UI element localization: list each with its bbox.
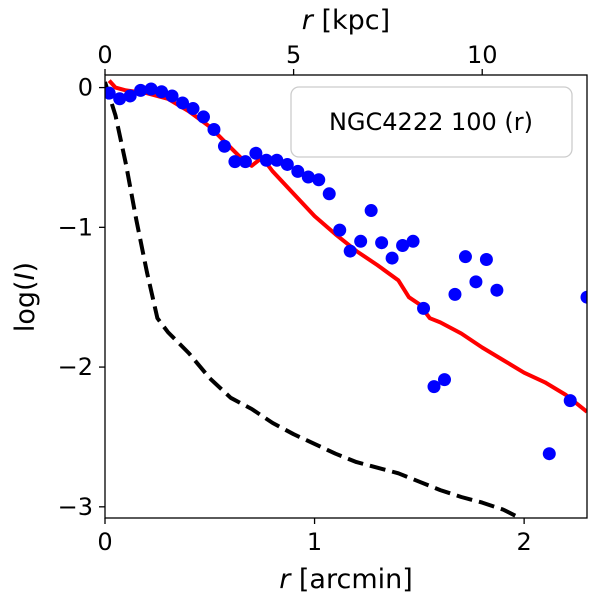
data-point [427, 380, 441, 394]
data-point [364, 204, 378, 218]
data-point [312, 173, 326, 187]
data-point [458, 250, 472, 264]
data-point [417, 301, 431, 315]
psf-line [105, 81, 521, 518]
data-point [354, 234, 368, 248]
data-point [270, 153, 284, 167]
top-tick-label: 10 [467, 41, 498, 69]
data-point [490, 283, 504, 297]
top-tick-label: 0 [97, 41, 112, 69]
y-axis-label: log(I) [10, 262, 41, 332]
x-axis-label-var: r [279, 564, 292, 595]
data-point [375, 236, 389, 250]
data-point [333, 223, 347, 237]
data-point [396, 238, 410, 252]
legend: NGC4222 100 (r) [290, 86, 573, 158]
data-point [479, 252, 493, 266]
top-axis-label-unit: [kpc] [313, 5, 390, 36]
y-axis-label-post: ) [10, 262, 41, 273]
data-point [155, 85, 169, 99]
data-point [580, 290, 587, 304]
data-point [186, 102, 200, 116]
data-point [322, 187, 336, 201]
y-axis-label-var: I [10, 272, 41, 280]
plot-area [105, 79, 587, 518]
data-point [228, 155, 242, 169]
data-point [249, 146, 263, 160]
data-point [301, 170, 315, 184]
data-point [196, 110, 210, 124]
data-point [217, 139, 231, 153]
y-tick-label: 0 [78, 74, 93, 102]
data-point [123, 89, 137, 103]
data-point [113, 92, 127, 106]
data-point [406, 234, 420, 248]
data-point [343, 244, 357, 258]
data-point [207, 123, 221, 137]
top-tick-label: 5 [286, 41, 301, 69]
data-point [280, 157, 294, 171]
x-tick-label: 1 [307, 528, 322, 556]
data-point [165, 89, 179, 103]
data-point [134, 83, 148, 97]
data-point [176, 96, 190, 110]
x-tick-label: 0 [97, 528, 112, 556]
data-point [144, 82, 158, 96]
legend-label: NGC4222 100 (r) [329, 108, 533, 136]
x-axis-label-unit: [arcmin] [290, 564, 412, 595]
y-axis-label-pre: log( [10, 280, 41, 332]
data-point [563, 394, 577, 408]
data-point [448, 287, 462, 301]
data-point [542, 447, 556, 461]
data-point [469, 275, 483, 289]
data-point [238, 155, 252, 169]
x-tick-label: 2 [516, 528, 531, 556]
data-point [105, 86, 116, 100]
y-tick-label: −1 [58, 213, 93, 241]
top-axis-label: r [kpc] [302, 5, 390, 36]
legend-box [290, 86, 573, 158]
axis-ticks: 0 1 20−1−2−30 5 10 [58, 41, 532, 556]
y-tick-label: −2 [58, 353, 93, 381]
data-point [437, 373, 451, 387]
data-point [291, 164, 305, 178]
data-point [259, 153, 273, 167]
y-tick-label: −3 [58, 493, 93, 521]
plot-frame [104, 74, 588, 519]
data-point [385, 251, 399, 265]
top-axis-label-var: r [302, 5, 315, 36]
x-axis-label: r [arcmin] [279, 564, 413, 595]
